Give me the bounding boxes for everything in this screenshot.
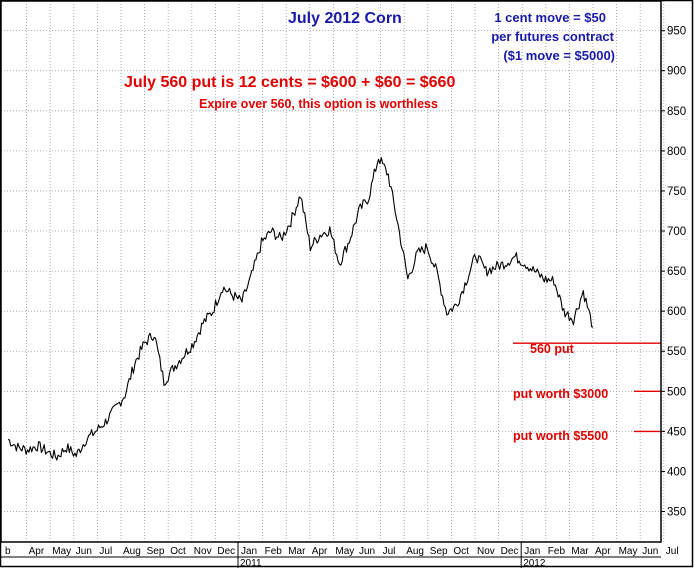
y-tick-label: 600 [667,306,686,318]
x-tick-label: Aug [123,546,141,557]
x-tick-label: Sep [430,546,448,557]
x-tick-label: Jul [383,546,396,557]
y-tick-label: 900 [667,66,686,78]
x-tick-label: Feb [548,546,566,557]
x-tick-label: Jul [666,546,679,557]
price-series [7,157,594,461]
x-tick-label: Aug [406,546,424,557]
x-axis: b Apr May Jun Jul Aug Sep Oct Nov Dec Jan Feb Mar Apr… [1,542,679,568]
x-tick-label: Apr [29,546,45,557]
level-lines [513,342,661,433]
level-label-put-5500: put worth $5500 [513,429,609,443]
x-tick-label: Apr [312,546,328,557]
y-tick-label: 750 [667,186,686,198]
y-tick-label: 950 [667,26,686,38]
put-cost-annotation: July 560 put is 12 cents = $600 + $60 = … [124,74,456,91]
y-tick-label: 550 [667,346,686,358]
year-label: 2012 [523,558,546,568]
level-label-put-3000: put worth $3000 [513,387,609,401]
x-tick-label: Jun [642,546,658,557]
move-note-line-1: 1 cent move = $50 [494,10,606,25]
x-tick-label: Jul [99,546,112,557]
y-tick-label: 700 [667,226,686,238]
x-tick-label: Nov [477,546,495,557]
x-tick-label: May [335,546,354,557]
move-note-line-2: per futures contract [491,29,614,44]
x-tick-label: Oct [170,546,186,557]
level-label-560-put: 560 put [530,342,574,356]
y-tick-label: 450 [667,426,686,438]
y-tick-label: 500 [667,386,686,398]
chart-title: July 2012 Corn [288,10,402,27]
x-tick-label: May [52,546,71,557]
y-tick-label: 400 [667,466,686,478]
y-tick-label: 800 [667,146,686,158]
expire-note-annotation: Expire over 560, this option is worthles… [199,97,438,111]
x-tick-label: Jun [359,546,375,557]
y-tick-label: 350 [667,507,686,519]
x-tick-label: Jan [524,546,540,557]
x-tick-label: Mar [288,546,306,557]
year-label: 2011 [240,558,262,568]
x-tick-label: Dec [501,546,519,557]
x-tick-label: b [5,546,11,557]
x-tick-label: Jun [76,546,92,557]
x-tick-label: Apr [595,546,611,557]
x-tick-label: Mar [571,546,589,557]
x-tick-label: Jan [241,546,257,557]
y-axis: 350 400 450 500 550 600 650 700 750 800 850 900 950 [661,26,686,519]
price-line [7,157,594,461]
x-tick-label: Nov [194,546,212,557]
x-tick-label: Dec [217,546,235,557]
y-tick-label: 850 [667,106,686,118]
x-tick-label: May [619,546,638,557]
x-tick-label: Sep [147,546,165,557]
x-tick-label: Feb [265,546,283,557]
x-tick-label: Oct [453,546,469,557]
y-tick-label: 650 [667,266,686,278]
move-note-line-3: ($1 move = $5000) [503,48,615,63]
